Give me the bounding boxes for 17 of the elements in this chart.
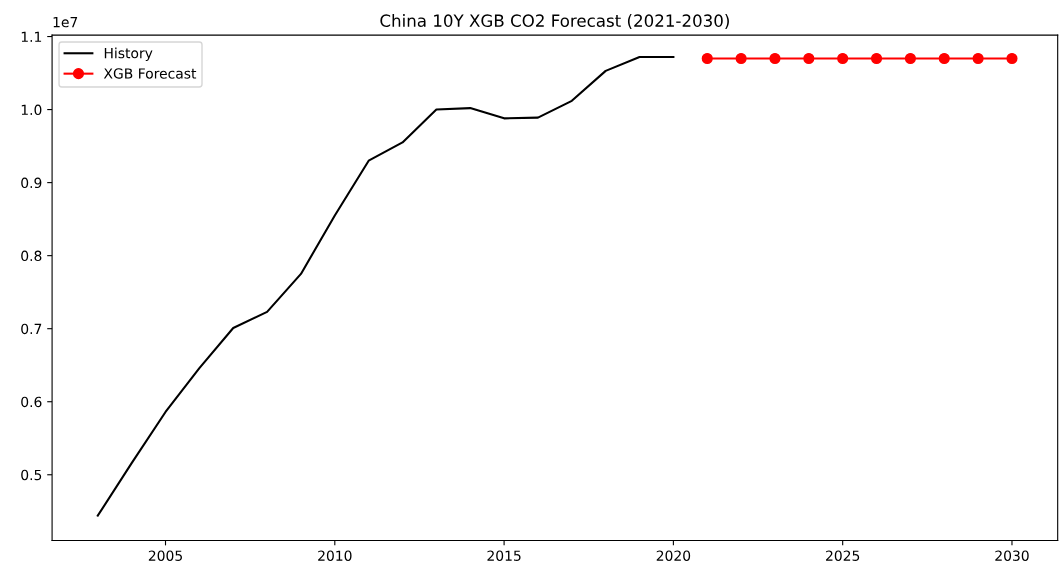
x-tick-label: 2010 bbox=[318, 550, 352, 561]
y-tick-label: 0.7 bbox=[21, 323, 42, 335]
y-tick-label: 1.1 bbox=[21, 31, 42, 42]
y-tick-label: 0.9 bbox=[21, 177, 42, 189]
y-tick-label: 1.0 bbox=[21, 104, 42, 116]
chart-title: China 10Y XGB CO2 Forecast (2021-2030) bbox=[380, 14, 729, 29]
legend-label: History bbox=[104, 47, 153, 62]
x-tick-label: 2030 bbox=[995, 550, 1029, 561]
x-tick-label: 2005 bbox=[148, 550, 182, 561]
text: 1e7 bbox=[53, 17, 78, 28]
y-tick-label: 0.8 bbox=[21, 250, 42, 262]
y-tick-label: 0.6 bbox=[21, 396, 42, 408]
x-tick-label: 2015 bbox=[487, 550, 521, 561]
y-tick-label: 0.5 bbox=[21, 469, 42, 481]
legend-label: XGB Forecast bbox=[103, 68, 197, 79]
x-tick-label: 2025 bbox=[826, 550, 860, 561]
x-tick-label: 2020 bbox=[656, 550, 691, 561]
